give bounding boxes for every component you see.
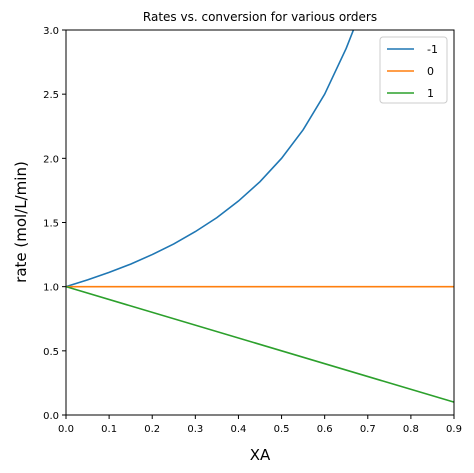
x-axis-title: XA xyxy=(250,446,271,464)
y-axis-title: rate (mol/L/min) xyxy=(12,161,30,283)
x-tick-label: 0.3 xyxy=(187,424,203,435)
x-tick-label: 0.4 xyxy=(230,424,246,435)
legend-label: 1 xyxy=(427,87,434,100)
y-tick-label: 1.5 xyxy=(43,219,59,230)
y-tick-label: 0.0 xyxy=(43,411,59,422)
y-tick-label: 2.5 xyxy=(43,90,59,101)
legend: -1 0 1 xyxy=(380,37,447,103)
y-tick-label: 0.5 xyxy=(43,347,59,358)
x-tick-label: 0.5 xyxy=(274,424,290,435)
series-line-0 xyxy=(66,30,353,287)
x-tick-label: 0.0 xyxy=(58,424,74,435)
legend-label: 0 xyxy=(427,65,434,78)
x-tick-label: 0.7 xyxy=(360,424,376,435)
x-axis: 0.0 0.1 0.2 0.3 0.4 0.5 0.6 0.7 0.8 0.9 xyxy=(58,415,462,435)
series-line-2 xyxy=(66,287,454,403)
y-axis: 0.0 0.5 1.0 1.5 2.0 2.5 3.0 xyxy=(43,26,66,422)
x-tick-label: 0.9 xyxy=(446,424,462,435)
x-tick-label: 0.6 xyxy=(317,424,333,435)
y-tick-label: 2.0 xyxy=(43,154,59,165)
x-tick-label: 0.2 xyxy=(144,424,160,435)
chart-title: Rates vs. conversion for various orders xyxy=(143,10,377,24)
y-tick-label: 3.0 xyxy=(43,26,59,37)
x-tick-label: 0.1 xyxy=(101,424,117,435)
legend-label: -1 xyxy=(427,43,438,56)
y-tick-label: 1.0 xyxy=(43,283,59,294)
x-tick-label: 0.8 xyxy=(403,424,419,435)
